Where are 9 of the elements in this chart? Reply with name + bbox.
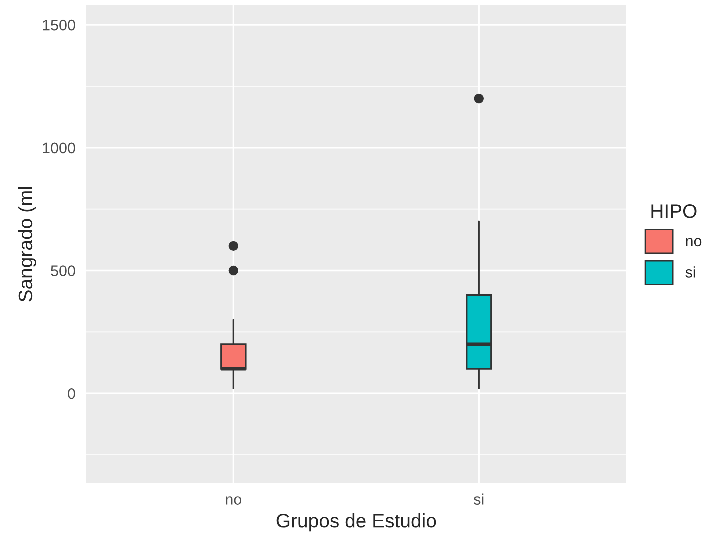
legend-label: no	[686, 238, 702, 247]
y-tick-label: 1000	[43, 142, 76, 154]
y-tick-label: 500	[51, 266, 76, 276]
y-tick-label: 1500	[43, 20, 76, 31]
y-tick-label: 0	[68, 388, 76, 400]
legend-label: si	[686, 266, 696, 278]
legend-title: HIPO	[652, 204, 697, 218]
y-axis-title: Sangrado (ml	[18, 187, 36, 302]
x-axis-title: Grupos de Estudio	[276, 514, 436, 532]
